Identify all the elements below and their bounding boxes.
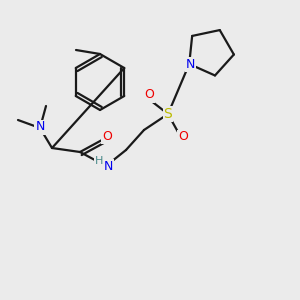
Text: N: N: [185, 58, 195, 70]
Text: H: H: [95, 156, 103, 166]
Text: N: N: [35, 121, 45, 134]
Text: O: O: [178, 130, 188, 143]
Text: N: N: [103, 160, 113, 172]
Text: O: O: [144, 88, 154, 101]
Text: O: O: [102, 130, 112, 142]
Text: S: S: [164, 107, 172, 121]
